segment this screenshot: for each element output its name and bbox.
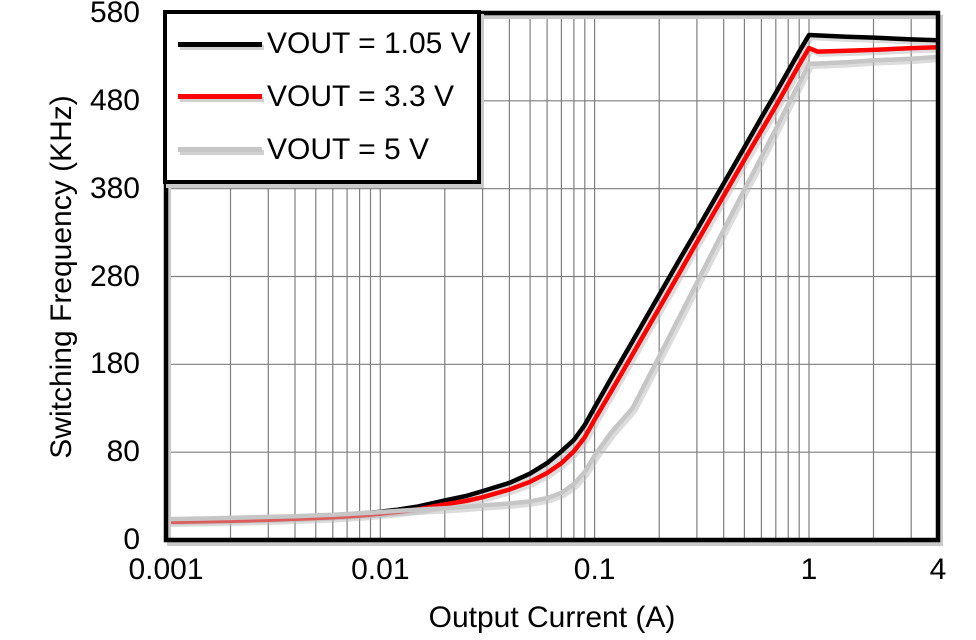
y-tick-label: 480: [89, 83, 140, 117]
legend-line-sample: [178, 147, 262, 153]
legend-line-sample: [178, 94, 262, 100]
x-tick-label: 1: [800, 553, 818, 586]
y-tick-label: 180: [89, 347, 140, 381]
x-tick-label: 4: [929, 553, 947, 586]
legend-item: VOUT = 3.3 V: [167, 79, 477, 113]
y-tick-label: 0: [123, 523, 140, 556]
legend-label: VOUT = 5 V: [267, 132, 430, 166]
x-tick-label: 0.01: [351, 553, 410, 586]
y-tick-label: 280: [89, 259, 140, 293]
x-axis-title: Output Current (A): [428, 601, 676, 634]
series-line: [165, 54, 939, 522]
y-tick-label: 380: [89, 171, 140, 205]
x-tick-label: 0.001: [128, 553, 204, 586]
x-tick-label: 0.1: [573, 553, 616, 586]
y-axis-title: Switching Frequency (KHz): [45, 95, 78, 459]
legend-label: VOUT = 3.3 V: [267, 79, 455, 113]
series-shadow: [168, 57, 941, 525]
y-tick-label: 580: [89, 0, 140, 29]
legend: VOUT = 1.05 V VOUT = 3.3 V VOUT = 5 V: [163, 10, 481, 184]
plot-border: [163, 10, 941, 543]
y-tick-label: 80: [106, 435, 140, 469]
legend-line-sample: [178, 41, 262, 47]
series-shadow: [168, 48, 941, 528]
legend-item: VOUT = 5 V: [167, 132, 477, 166]
plot-border-shadow: [167, 15, 943, 546]
legend-item: VOUT = 1.05 V: [167, 28, 477, 60]
legend-label: VOUT = 1.05 V: [267, 27, 471, 61]
